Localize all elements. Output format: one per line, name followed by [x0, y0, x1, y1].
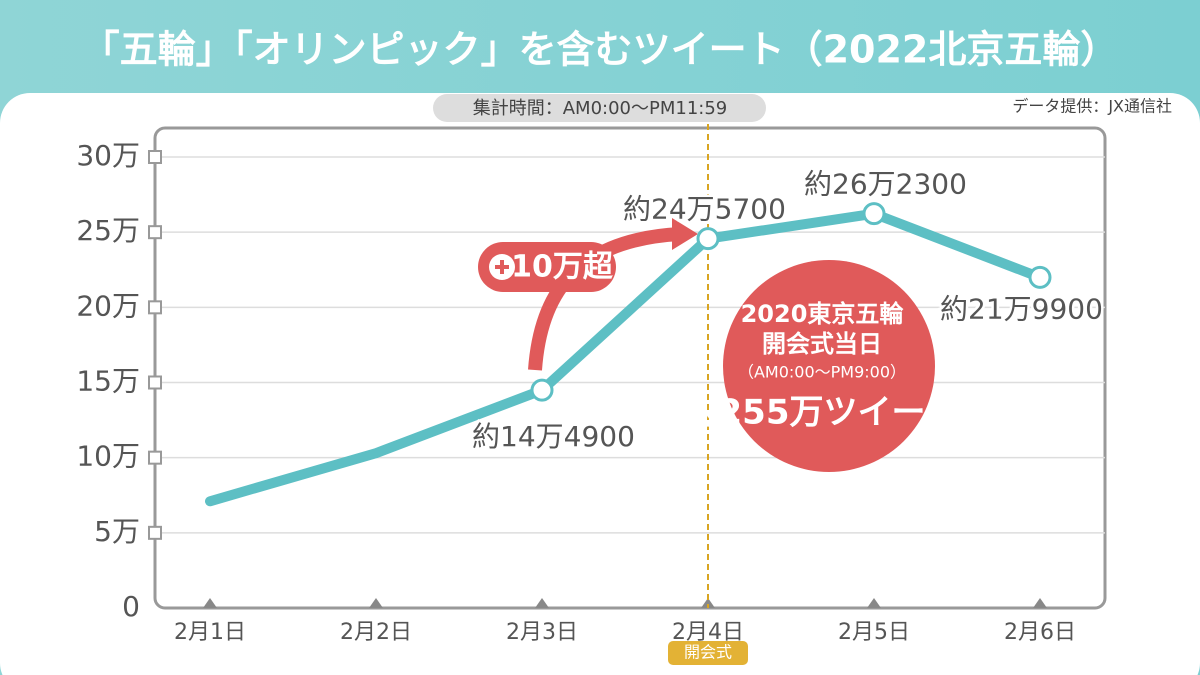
data-point: [1028, 265, 1052, 289]
value-label: 約14万4900: [472, 420, 635, 453]
x-tick-mark: [535, 598, 549, 608]
y-tick-mark: [148, 300, 162, 315]
data-line: [205, 208, 1045, 507]
x-tick-mark: [369, 598, 383, 608]
x-tick-label: 2月4日: [672, 620, 744, 645]
y-tick-label: 25万: [76, 214, 140, 247]
tokyo-time: （AM0:00～PM9:00）: [738, 363, 906, 382]
x-tick-label: 2月2日: [340, 620, 412, 645]
y-tick-label: 15万: [76, 365, 140, 398]
tokyo-circle: [723, 260, 935, 472]
x-tick-label: 2月6日: [1004, 620, 1076, 645]
x-tick-label: 2月3日: [506, 620, 578, 645]
x-tick-mark: [701, 598, 715, 608]
value-label: 約26万2300: [804, 168, 967, 201]
x-tick-label: 2月5日: [838, 620, 910, 645]
y-tick-mark: [148, 150, 162, 164]
increase-label: 10万超: [511, 250, 614, 285]
x-tick-label: 2月1日: [174, 620, 246, 645]
tokyo-title: 2020東京五輪: [741, 300, 905, 328]
data-point: [530, 378, 554, 402]
y-tick-mark: [148, 225, 162, 240]
data-point: [696, 227, 720, 251]
x-tick-mark: [1033, 598, 1047, 608]
event-label: 開会式: [684, 643, 732, 662]
plus-sign: [495, 260, 509, 274]
increase-badge: [478, 242, 616, 292]
y-tick-mark: [148, 525, 162, 540]
event-badge: [668, 641, 748, 665]
data-point: [862, 202, 886, 226]
panel: [0, 93, 1200, 675]
y-tick-label: 30万: [76, 139, 140, 172]
y-tick-mark: [148, 450, 162, 465]
subtitle: 集計時間：AM0:00～PM11:59: [473, 98, 728, 119]
arrow-head: [672, 218, 698, 250]
y-tick-label: 20万: [76, 289, 140, 322]
value-label: 約24万5700: [623, 193, 786, 226]
y-tick-label: 0: [122, 590, 140, 623]
source: データ提供：JX通信社: [1012, 97, 1172, 116]
tokyo-count: 約255万ツイート: [685, 393, 960, 433]
chart-title: 「五輪」「オリンピック」を含むツイート（2022北京五輪）: [82, 28, 1119, 72]
tokyo-subtitle: 開会式当日: [762, 330, 882, 358]
x-tick-mark: [203, 598, 217, 608]
value-label: 約21万9900: [940, 292, 1103, 325]
x-tick-mark: [867, 598, 881, 608]
y-tick-mark: [148, 375, 162, 390]
y-tick-label: 5万: [94, 515, 140, 548]
subtitle-bg: [433, 94, 766, 122]
plot-frame: [153, 126, 1107, 610]
y-tick-label: 10万: [76, 440, 140, 473]
